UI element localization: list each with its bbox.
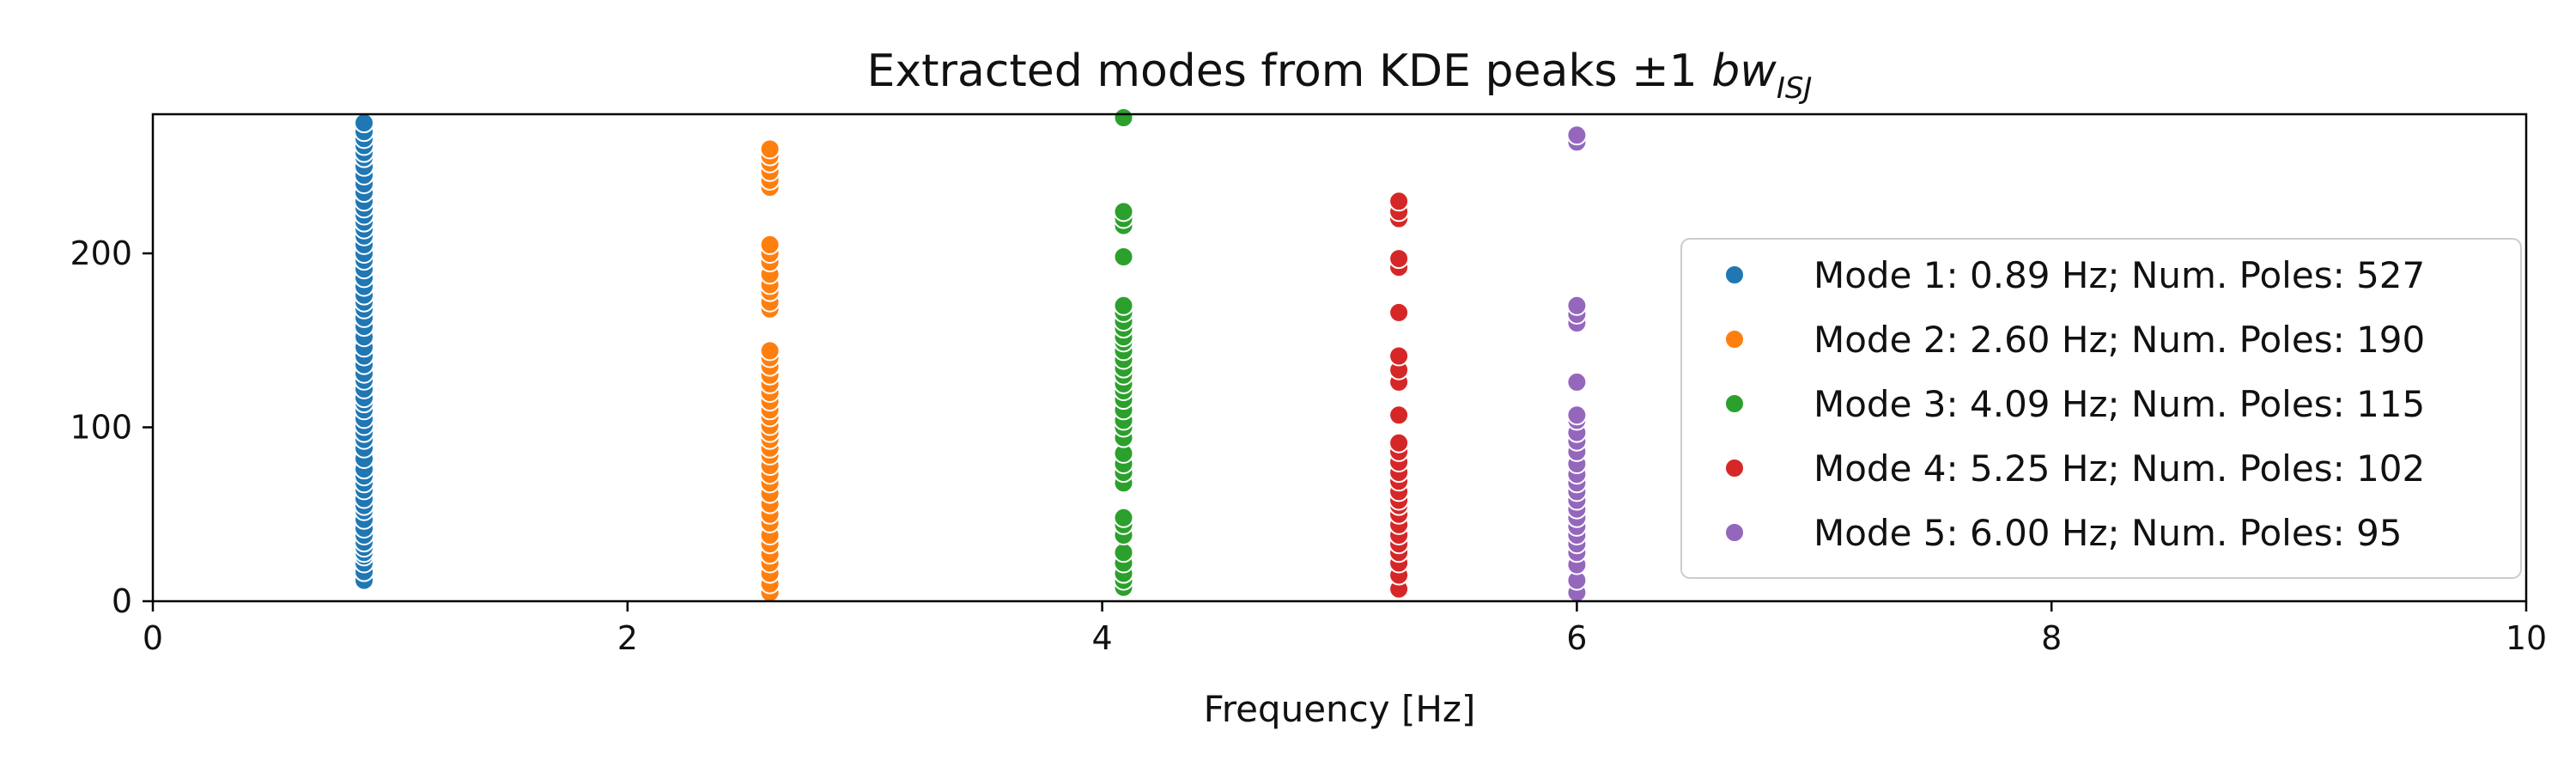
chart-title-subscript: ISJ [1777,71,1813,106]
y-tick-label: 100 [70,409,132,447]
data-point-mode-5 [1566,125,1588,146]
legend-marker-mode-4 [1724,458,1745,478]
data-point-mode-4 [1388,405,1410,426]
legend-label-mode-3: Mode 3: 4.09 Hz; Num. Poles: 115 [1814,383,2425,425]
legend: Mode 1: 0.89 Hz; Num. Poles: 527 Mode 2: … [1680,238,2522,579]
data-point-mode-5 [1566,405,1588,426]
legend-label-mode-1: Mode 1: 0.89 Hz; Num. Poles: 527 [1814,254,2425,296]
x-tick-label: 2 [617,619,638,657]
legend-label-mode-2: Mode 2: 2.60 Hz; Num. Poles: 190 [1814,319,2425,361]
legend-marker-mode-2 [1724,329,1745,350]
data-point-mode-4 [1388,191,1410,212]
data-point-mode-3 [1113,542,1134,563]
plot-area-frame [151,113,2528,603]
data-points [354,107,1588,603]
x-axis-label: Frequency [Hz] [1204,688,1476,730]
chart-title-main: Extracted modes from KDE peaks ±1 [867,46,1712,97]
data-point-mode-5 [1566,371,1588,393]
data-point-mode-4 [1388,345,1410,367]
data-point-mode-2 [759,340,781,362]
x-tick-label: 8 [2041,619,2062,657]
legend-marker-mode-1 [1724,265,1745,285]
data-point-mode-3 [1113,295,1134,316]
legend-marker-mode-3 [1724,393,1745,414]
y-tick-label: 200 [70,234,132,272]
data-point-mode-4 [1388,432,1410,453]
y-tick-label: 0 [112,582,132,620]
data-point-mode-3 [1113,247,1134,267]
chart-title: Extracted modes from KDE peaks ±1 bwISJ [867,46,1813,106]
x-tick-label: 10 [2506,619,2547,657]
data-point-mode-2 [759,138,781,160]
x-tick-label: 4 [1092,619,1113,657]
data-point-mode-1 [354,113,374,134]
x-tick-label: 0 [143,619,163,657]
data-point-mode-4 [1388,301,1410,323]
data-point-mode-3 [1113,507,1134,528]
legend-label-mode-5: Mode 5: 6.00 Hz; Num. Poles: 95 [1814,512,2403,554]
data-point-mode-2 [759,234,781,255]
data-point-mode-3 [1113,201,1134,222]
data-point-mode-5 [1566,295,1588,316]
data-point-mode-4 [1388,248,1410,270]
data-point-mode-3 [1113,107,1134,128]
chart-title-italic: bw [1711,46,1777,97]
legend-marker-mode-5 [1724,522,1745,543]
legend-label-mode-4: Mode 4: 5.25 Hz; Num. Poles: 102 [1814,447,2425,490]
legend-frame [1680,238,2522,579]
x-tick-label: 6 [1566,619,1587,657]
